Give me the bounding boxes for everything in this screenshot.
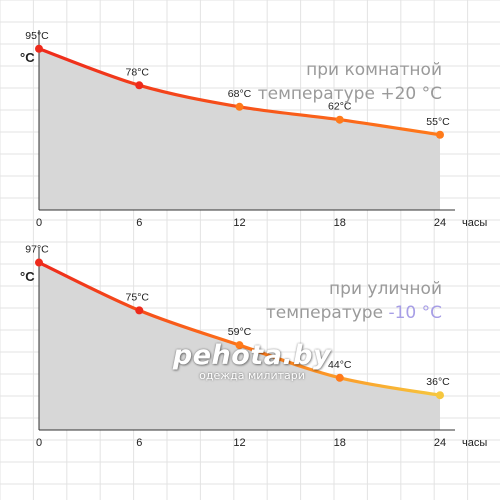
data-point [35, 44, 43, 53]
data-point [135, 81, 144, 90]
watermark-brand: pehota.by [172, 340, 332, 371]
data-label: 44°C [328, 359, 352, 371]
x-tick-label: 18 [334, 437, 346, 449]
x-tick-label: 12 [233, 217, 245, 229]
x-tick-label: 12 [233, 437, 245, 449]
chart-room-temperature: 95°C 78°C 68°C 62°C 55°C 0 6 12 18 24 часы °C [20, 30, 487, 229]
data-point [335, 115, 344, 124]
x-tick-label: 0 [36, 217, 42, 229]
data-label: 78°C [126, 66, 150, 78]
annotation-outdoor-prefix: температуре [265, 303, 389, 323]
annotation-outdoor: при уличной температуре -10 °C [266, 277, 442, 325]
data-point [35, 258, 43, 267]
data-label: 95°C [25, 30, 49, 42]
x-tick-label: 0 [36, 437, 42, 449]
x-axis-label: часы [462, 437, 487, 449]
data-point [235, 102, 244, 111]
data-point [235, 341, 244, 350]
x-tick-label: 24 [434, 437, 446, 449]
y-axis-label: °C [20, 269, 35, 284]
data-label: 68°C [228, 88, 252, 100]
chart-outdoor-temperature: 97°C 75°C 59°C 44°C 36°C 0 6 12 18 24 часы °C [20, 244, 487, 449]
annotation-room-line2: температуре +20 °C [257, 84, 442, 104]
y-axis-label: °C [20, 50, 35, 65]
x-tick-label: 18 [334, 217, 346, 229]
watermark-tagline: одежда милитари [199, 369, 305, 382]
data-label: 62°C [328, 101, 352, 113]
x-axis-label: часы [462, 217, 487, 229]
annotation-outdoor-value: -10 °C [388, 303, 442, 323]
data-point [335, 373, 344, 382]
x-tick-label: 6 [136, 437, 142, 449]
data-label: 97°C [25, 244, 49, 256]
data-label: 55°C [426, 116, 450, 128]
data-label: 75°C [126, 291, 150, 303]
data-point [135, 306, 144, 315]
x-tick-label: 24 [434, 217, 446, 229]
x-tick-label: 6 [136, 217, 142, 229]
annotation-outdoor-line1: при уличной [329, 279, 442, 299]
annotation-room: при комнатной температуре +20 °C [258, 58, 442, 106]
annotation-room-line1: при комнатной [306, 60, 442, 80]
data-label: 36°C [426, 376, 450, 388]
data-label: 59°C [228, 326, 252, 338]
annotation-outdoor-line2: температуре -10 °C [266, 301, 442, 325]
watermark: pehota.by одежда милитари [167, 340, 337, 382]
data-point [436, 391, 444, 400]
data-point [436, 130, 444, 139]
